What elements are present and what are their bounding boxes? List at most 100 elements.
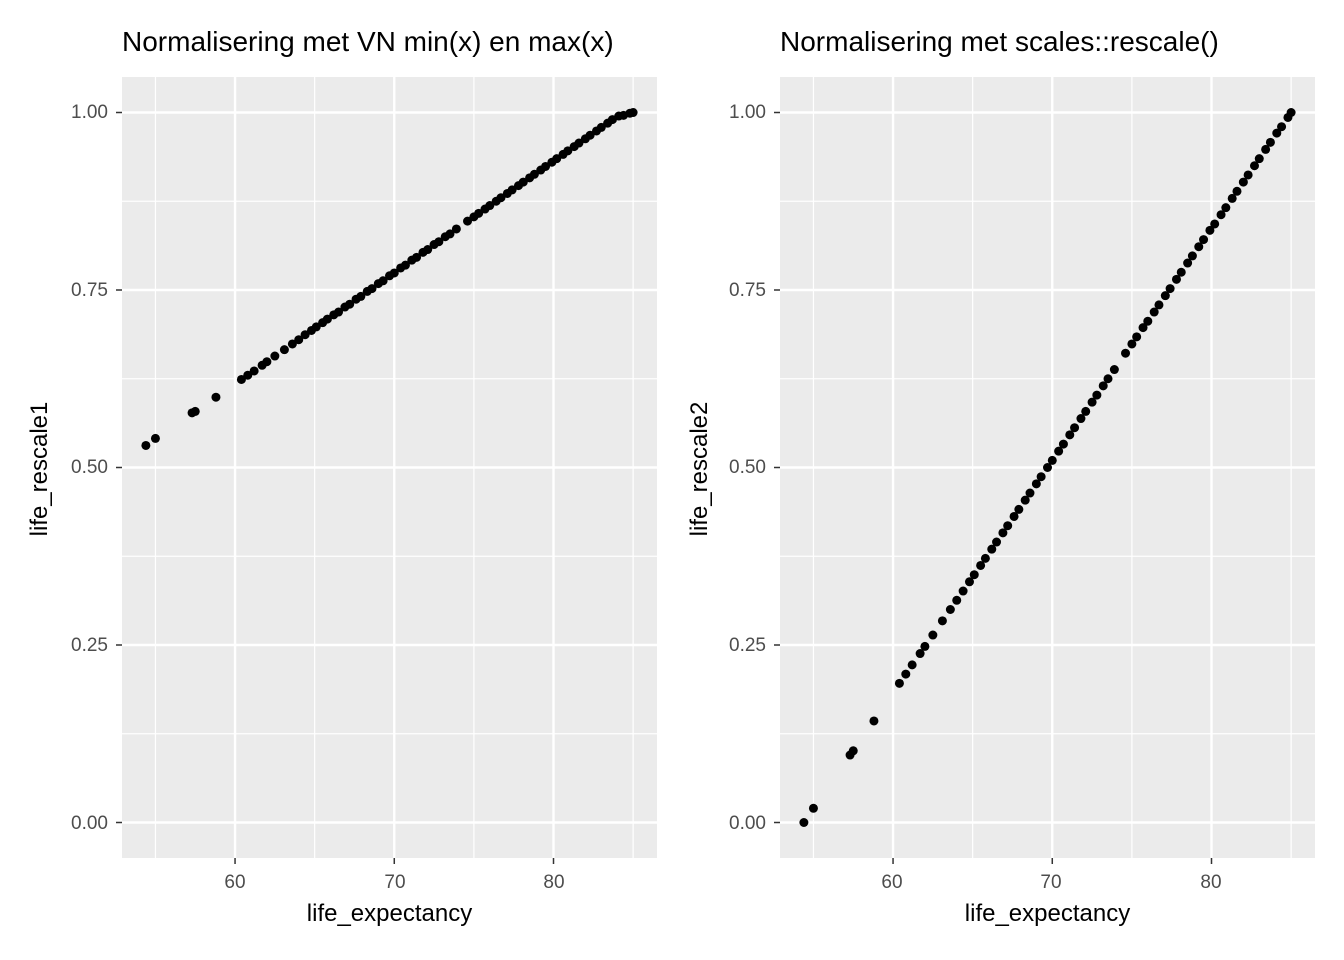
data-point bbox=[1014, 504, 1024, 514]
x-tick-label: 70 bbox=[1040, 872, 1062, 893]
data-point bbox=[541, 161, 551, 171]
data-point bbox=[141, 440, 151, 450]
data-point bbox=[463, 216, 473, 226]
data-point bbox=[1216, 210, 1226, 220]
data-point bbox=[1249, 161, 1259, 171]
data-point bbox=[894, 678, 904, 688]
data-point bbox=[964, 577, 974, 587]
grid bbox=[122, 77, 657, 858]
data-point bbox=[937, 616, 947, 626]
data-point bbox=[920, 641, 930, 651]
data-point bbox=[1149, 307, 1159, 317]
y-tick-label: 1.00 bbox=[729, 102, 766, 123]
data-point bbox=[423, 245, 433, 255]
data-point bbox=[262, 357, 272, 367]
data-point bbox=[445, 229, 455, 239]
data-point bbox=[322, 314, 332, 324]
data-point bbox=[1210, 219, 1220, 229]
data-point bbox=[1187, 251, 1197, 261]
data-point bbox=[976, 560, 986, 570]
data-point bbox=[1054, 446, 1064, 456]
data-point bbox=[808, 803, 818, 813]
data-point bbox=[1109, 365, 1119, 375]
y-tick-label: 0.75 bbox=[729, 280, 766, 301]
data-point bbox=[1272, 128, 1282, 138]
data-point bbox=[1070, 423, 1080, 433]
data-point bbox=[1103, 374, 1113, 384]
data-point bbox=[1254, 154, 1264, 164]
data-point bbox=[928, 630, 938, 640]
data-point bbox=[1277, 122, 1287, 132]
data-point bbox=[1199, 235, 1209, 245]
x-axis-title: life_expectancy bbox=[964, 900, 1131, 927]
y-tick-label: 0.50 bbox=[729, 457, 766, 478]
x-tick-label: 80 bbox=[1200, 872, 1222, 893]
data-point bbox=[980, 553, 990, 563]
data-point bbox=[958, 586, 968, 596]
data-point bbox=[1121, 348, 1131, 358]
data-point bbox=[1127, 339, 1137, 349]
data-point bbox=[869, 716, 879, 726]
data-point bbox=[915, 649, 925, 659]
data-point bbox=[1009, 511, 1019, 521]
data-point bbox=[1087, 397, 1097, 407]
x-tick-label: 60 bbox=[881, 872, 903, 893]
data-point bbox=[596, 122, 606, 132]
data-point bbox=[334, 307, 344, 317]
data-point bbox=[412, 252, 422, 262]
scatter-plot bbox=[774, 77, 1315, 864]
data-point bbox=[1031, 479, 1041, 489]
data-point bbox=[1171, 274, 1181, 284]
data-point bbox=[1183, 258, 1193, 268]
data-point bbox=[1238, 177, 1248, 187]
data-point bbox=[211, 392, 221, 402]
data-point bbox=[345, 299, 355, 309]
data-point bbox=[992, 537, 1002, 547]
data-point bbox=[356, 291, 366, 301]
data-point bbox=[907, 660, 917, 670]
data-point bbox=[279, 345, 289, 355]
data-point bbox=[952, 595, 962, 605]
data-point bbox=[585, 130, 595, 140]
data-point bbox=[1025, 488, 1035, 498]
y-tick-label: 1.00 bbox=[71, 102, 108, 123]
data-point bbox=[389, 268, 399, 278]
data-point bbox=[190, 406, 200, 416]
data-point bbox=[378, 276, 388, 286]
data-point bbox=[901, 669, 911, 679]
data-point bbox=[574, 138, 584, 148]
plot-area bbox=[774, 77, 1315, 864]
data-point bbox=[1003, 521, 1013, 531]
data-point bbox=[287, 339, 297, 349]
data-point bbox=[969, 570, 979, 580]
grid bbox=[780, 77, 1315, 858]
y-tick-label: 0.50 bbox=[71, 457, 108, 478]
data-point bbox=[434, 237, 444, 247]
x-axis-title: life_expectancy bbox=[306, 900, 473, 927]
x-tick-label: 70 bbox=[384, 872, 406, 893]
x-tick-label: 80 bbox=[543, 872, 565, 893]
y-tick-label: 0.00 bbox=[71, 813, 108, 834]
data-point bbox=[1221, 203, 1231, 213]
data-point bbox=[799, 818, 809, 827]
data-point bbox=[1132, 332, 1142, 342]
data-point bbox=[367, 284, 377, 294]
data-point bbox=[1261, 144, 1271, 154]
data-point bbox=[1205, 225, 1215, 235]
data-point bbox=[998, 528, 1008, 538]
data-point bbox=[628, 108, 638, 117]
data-point bbox=[1058, 439, 1068, 449]
data-point bbox=[1232, 186, 1242, 196]
data-point bbox=[1165, 284, 1175, 294]
y-tick-label: 0.00 bbox=[729, 813, 766, 834]
data-point bbox=[243, 370, 253, 380]
chart-panel-left: Normalisering met VN min(x) en max(x) li… bbox=[26, 26, 657, 927]
chart-title: Normalisering met scales::rescale() bbox=[780, 26, 1219, 57]
data-point bbox=[249, 366, 259, 376]
data-point bbox=[236, 374, 246, 384]
data-point bbox=[1194, 242, 1204, 252]
data-point bbox=[945, 605, 955, 614]
data-point bbox=[1098, 381, 1108, 391]
data-point bbox=[451, 224, 461, 234]
